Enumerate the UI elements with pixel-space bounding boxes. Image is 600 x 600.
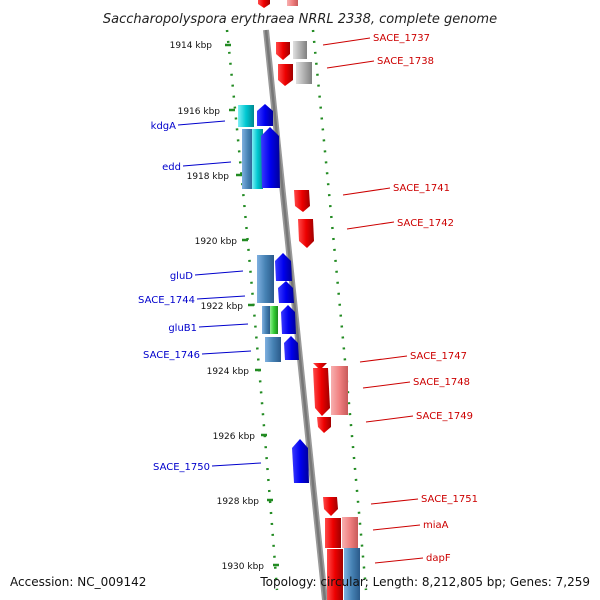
gene-feature-teal[interactable] (344, 548, 360, 600)
gene-feature-reverse[interactable] (323, 497, 338, 516)
gene-feature-green[interactable] (270, 306, 278, 334)
genome-summary-text: Topology: circular; Length: 8,212,805 bp… (259, 575, 590, 589)
gene-feature-teal[interactable] (257, 255, 274, 303)
gene-feature-pseudo[interactable] (342, 517, 358, 548)
gene-label[interactable]: gluD (170, 271, 193, 282)
gene-label[interactable]: dapF (426, 553, 451, 564)
left-gene-labels: kdgA edd gluD SACE_1744 gluB1 SACE_1746 … (138, 121, 210, 473)
tick-label: 1920 kbp (195, 237, 238, 247)
tick-label: 1928 kbp (217, 497, 260, 507)
gene-label[interactable]: SACE_1744 (138, 295, 195, 306)
left-label-leaders (177, 120, 262, 467)
gene-label[interactable]: SACE_1746 (143, 350, 200, 361)
gene-feature-teal[interactable] (262, 306, 270, 334)
gene-feature-reverse[interactable] (325, 518, 341, 548)
gene-feature-cyan[interactable] (238, 105, 254, 127)
gene-label[interactable]: edd (162, 162, 181, 173)
gene-label[interactable]: SACE_1749 (416, 411, 473, 422)
accession-text: Accession: NC_009142 (10, 575, 146, 589)
gene-label[interactable]: kdgA (151, 121, 176, 132)
outer-ring-guide (311, 29, 368, 591)
gene-feature-reverse[interactable] (313, 363, 327, 370)
gene-label[interactable]: SACE_1742 (397, 218, 454, 229)
gene-feature-teal[interactable] (242, 129, 254, 189)
scale-tick-labels: 1914 kbp 1916 kbp 1918 kbp 1920 kbp 1922… (170, 41, 265, 572)
gene-feature-pseudo[interactable] (293, 41, 307, 59)
gene-label[interactable]: SACE_1750 (153, 462, 210, 473)
gene-feature-reverse[interactable] (278, 64, 293, 86)
gene-feature-reverse[interactable] (327, 549, 343, 600)
gene-feature-reverse[interactable] (258, 0, 270, 8)
genome-backbone (263, 29, 328, 600)
gene-feature-forward[interactable] (281, 305, 296, 334)
gene-label[interactable]: miaA (423, 520, 449, 531)
gene-feature-pseudo[interactable] (331, 366, 348, 415)
tick-label: 1924 kbp (207, 367, 250, 377)
gene-label[interactable]: SACE_1737 (373, 33, 430, 44)
tick-label: 1922 kbp (201, 302, 244, 312)
tick-label: 1918 kbp (187, 172, 230, 182)
gene-feature-forward[interactable] (261, 127, 280, 188)
right-label-leaders (322, 37, 424, 564)
tick-label: 1930 kbp (222, 562, 265, 572)
gene-feature-reverse[interactable] (317, 417, 331, 433)
gene-features[interactable] (238, 0, 360, 600)
tick-label: 1926 kbp (213, 432, 256, 442)
gene-label[interactable]: gluB1 (168, 323, 197, 334)
map-title: Saccharopolyspora erythraea NRRL 2338, c… (103, 12, 497, 27)
gene-feature-forward[interactable] (284, 336, 299, 360)
gene-label[interactable]: SACE_1747 (410, 351, 467, 362)
gene-feature-forward[interactable] (275, 253, 292, 281)
right-gene-labels: SACE_1737 SACE_1738 SACE_1741 SACE_1742 … (373, 33, 478, 564)
gene-label[interactable]: SACE_1738 (377, 56, 434, 67)
tick-label: 1916 kbp (178, 107, 221, 117)
gene-feature-reverse[interactable] (276, 42, 290, 60)
gene-feature-forward[interactable] (292, 439, 309, 483)
gene-feature-forward[interactable] (257, 104, 273, 126)
gene-feature-forward[interactable] (278, 281, 294, 303)
gene-feature-pseudo[interactable] (296, 62, 312, 84)
gene-label[interactable]: SACE_1741 (393, 183, 450, 194)
gene-label[interactable]: SACE_1748 (413, 377, 470, 388)
gene-feature-teal[interactable] (265, 337, 281, 362)
gene-feature-cyan[interactable] (252, 129, 263, 189)
tick-label: 1914 kbp (170, 41, 213, 51)
gene-feature-reverse[interactable] (294, 190, 310, 212)
gene-feature-pseudo[interactable] (287, 0, 298, 6)
gene-feature-reverse[interactable] (298, 219, 314, 248)
scale-ticks (225, 43, 279, 567)
gene-feature-reverse[interactable] (313, 368, 330, 416)
gene-label[interactable]: SACE_1751 (421, 494, 478, 505)
